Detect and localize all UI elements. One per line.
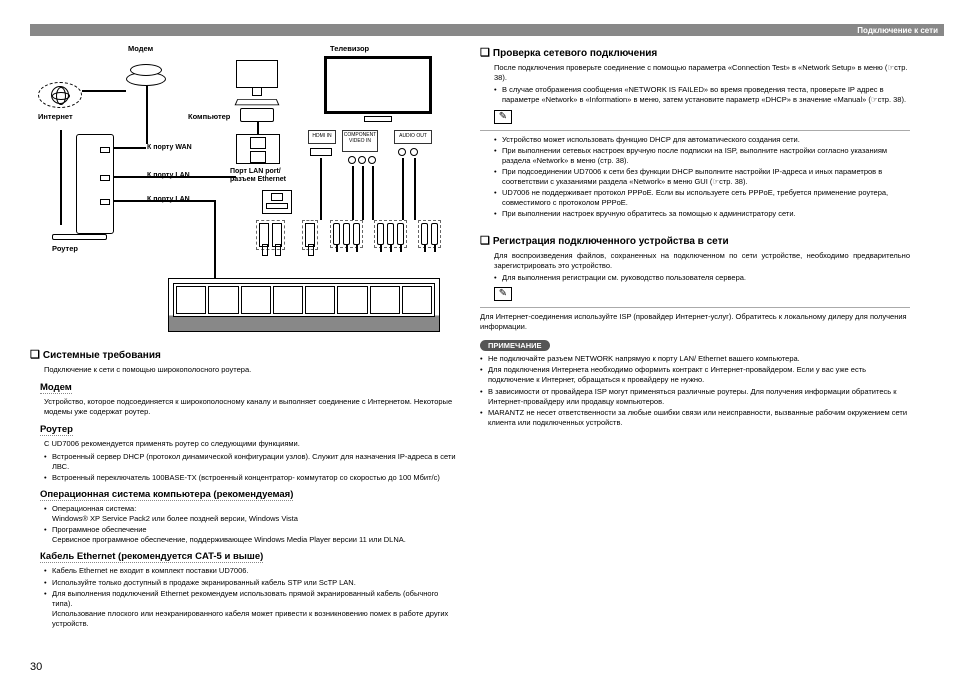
wire bbox=[320, 158, 322, 220]
text-register: Для воспроизведения файлов, сохраненных … bbox=[494, 251, 910, 271]
list-router: Встроенный сервер DHCP (протокол динамич… bbox=[44, 452, 460, 483]
pc-stand bbox=[252, 88, 262, 96]
heading-eth: Кабель Ethernet (рекомендуется CAT-5 и в… bbox=[40, 551, 263, 563]
text-sysreq: Подключение к сети с помощью широкополос… bbox=[44, 365, 460, 375]
label-modem: Модем bbox=[128, 44, 153, 53]
hdmi-group-2 bbox=[302, 220, 318, 250]
wire bbox=[82, 90, 126, 92]
heading-os: Операционная система компьютера (рекомен… bbox=[40, 489, 293, 501]
tv-icon bbox=[324, 56, 432, 114]
hdmi-in-box: HDMI IN bbox=[308, 130, 336, 144]
list-item: Для подключения Интернета необходимо офо… bbox=[480, 365, 910, 385]
text-netcheck: После подключения проверьте соединение с… bbox=[494, 63, 910, 83]
list-item: Устройство может использовать функцию DH… bbox=[494, 135, 910, 145]
left-column: Модем Телевизор Интернет Компьютер bbox=[30, 40, 460, 630]
label-computer: Компьютер bbox=[188, 112, 230, 121]
rca-group-2 bbox=[374, 220, 407, 248]
divider bbox=[480, 307, 910, 308]
router-icon bbox=[76, 134, 114, 234]
wire bbox=[114, 147, 146, 149]
list-item: MARANTZ не несет ответственности за любы… bbox=[480, 408, 910, 428]
rca-jack bbox=[358, 156, 366, 164]
list-item: Не подключайте разъем NETWORK напрямую к… bbox=[480, 354, 910, 364]
list-os: Операционная система: Windows® XP Servic… bbox=[44, 504, 460, 546]
list-item: Кабель Ethernet не входит в комплект пос… bbox=[44, 566, 460, 576]
list-item: Операционная система: Windows® XP Servic… bbox=[44, 504, 460, 524]
label-lanport: Порт LAN port/ разъем Ethernet bbox=[230, 168, 300, 183]
pc-base bbox=[240, 108, 274, 122]
list-item: UD7006 не поддерживает протокол PPPoE. Е… bbox=[494, 188, 910, 208]
wire bbox=[414, 158, 416, 220]
rear-panel bbox=[168, 278, 440, 332]
lan-port-box bbox=[236, 134, 280, 164]
note-pill: ПРИМЕЧАНИЕ bbox=[480, 340, 550, 351]
wire bbox=[114, 176, 236, 178]
label-tv: Телевизор bbox=[330, 44, 369, 53]
list-register: Для выполнения регистрации см. руководст… bbox=[494, 273, 910, 283]
wire bbox=[362, 166, 364, 220]
page-content: Модем Телевизор Интернет Компьютер bbox=[30, 40, 944, 665]
list-item: Используйте только доступный в продаже э… bbox=[44, 578, 460, 588]
tv-stand bbox=[364, 116, 392, 122]
modem-icon-top bbox=[130, 64, 162, 76]
text-isp: Для Интернет-соединения используйте ISP … bbox=[480, 312, 910, 332]
pc-keyboard bbox=[235, 99, 280, 105]
wire bbox=[372, 166, 374, 220]
rca-jack bbox=[410, 148, 418, 156]
list-item: В случае отображения сообщения «NETWORK … bbox=[494, 85, 910, 105]
rca-group-3 bbox=[418, 220, 441, 248]
list-item: В зависимости от провайдера ISP могут пр… bbox=[480, 387, 910, 407]
audio-out-box: AUDIO OUT bbox=[394, 130, 432, 144]
wire bbox=[114, 200, 214, 202]
list-notes: Не подключайте разъем NETWORK напрямую к… bbox=[480, 354, 910, 428]
page-number: 30 bbox=[30, 661, 42, 673]
label-router: Роутер bbox=[52, 244, 78, 253]
internet-cloud bbox=[38, 82, 82, 108]
list-item: Встроенный переключатель 100BASE-TX (вст… bbox=[44, 473, 460, 483]
rca-jack bbox=[348, 156, 356, 164]
pencil-icon: ✎ bbox=[494, 287, 512, 301]
router-antenna bbox=[60, 130, 62, 225]
wire bbox=[352, 166, 354, 220]
tv-hdmi-jack bbox=[310, 148, 332, 156]
list-item: При выполнении настроек вручную обратите… bbox=[494, 209, 910, 219]
list-item: Встроенный сервер DHCP (протокол динамич… bbox=[44, 452, 460, 472]
wire bbox=[257, 122, 259, 134]
heading-register: Регистрация подключенного устройства в с… bbox=[480, 234, 910, 247]
header-section: Подключение к сети bbox=[857, 26, 938, 35]
wire bbox=[146, 86, 148, 144]
list-eth: Кабель Ethernet не входит в комплект пос… bbox=[44, 566, 460, 629]
pencil-icon: ✎ bbox=[494, 110, 512, 124]
heading-netcheck: Проверка сетевого подключения bbox=[480, 46, 910, 59]
label-wan: К порту WAN bbox=[146, 144, 193, 151]
mid-component bbox=[262, 190, 292, 214]
router-base bbox=[52, 234, 107, 240]
text-router: С UD7006 рекомендуется применять роутер … bbox=[44, 439, 460, 449]
wire bbox=[214, 200, 216, 278]
header-bar: Подключение к сети bbox=[30, 24, 944, 36]
list-netcheck2: Устройство может использовать функцию DH… bbox=[494, 135, 910, 220]
heading-sysreq: Системные требования bbox=[30, 348, 460, 361]
rca-jack bbox=[368, 156, 376, 164]
list-item: Программное обеспечение Сервисное програ… bbox=[44, 525, 460, 545]
divider bbox=[480, 130, 910, 131]
wire bbox=[402, 158, 404, 220]
list-item: При выполнении сетевых настроек вручную … bbox=[494, 146, 910, 166]
heading-modem: Модем bbox=[40, 382, 72, 394]
connection-diagram: Модем Телевизор Интернет Компьютер bbox=[30, 40, 450, 340]
text-modem: Устройство, которое подсоединяется к шир… bbox=[44, 397, 460, 417]
component-in-box: COMPONENT VIDEO IN bbox=[342, 130, 378, 152]
label-internet: Интернет bbox=[38, 112, 73, 121]
right-column: Проверка сетевого подключения После подк… bbox=[480, 40, 910, 630]
list-item: Для выполнения регистрации см. руководст… bbox=[494, 273, 910, 283]
list-netcheck1: В случае отображения сообщения «NETWORK … bbox=[494, 85, 910, 105]
rca-group-1 bbox=[330, 220, 363, 248]
heading-router: Роутер bbox=[40, 424, 73, 436]
pc-icon bbox=[236, 60, 278, 88]
list-item: Для выполнения подключений Ethernet реко… bbox=[44, 589, 460, 630]
rca-jack bbox=[398, 148, 406, 156]
hdmi-group bbox=[256, 220, 285, 250]
list-item: При подсоединении UD7006 к сети без функ… bbox=[494, 167, 910, 187]
